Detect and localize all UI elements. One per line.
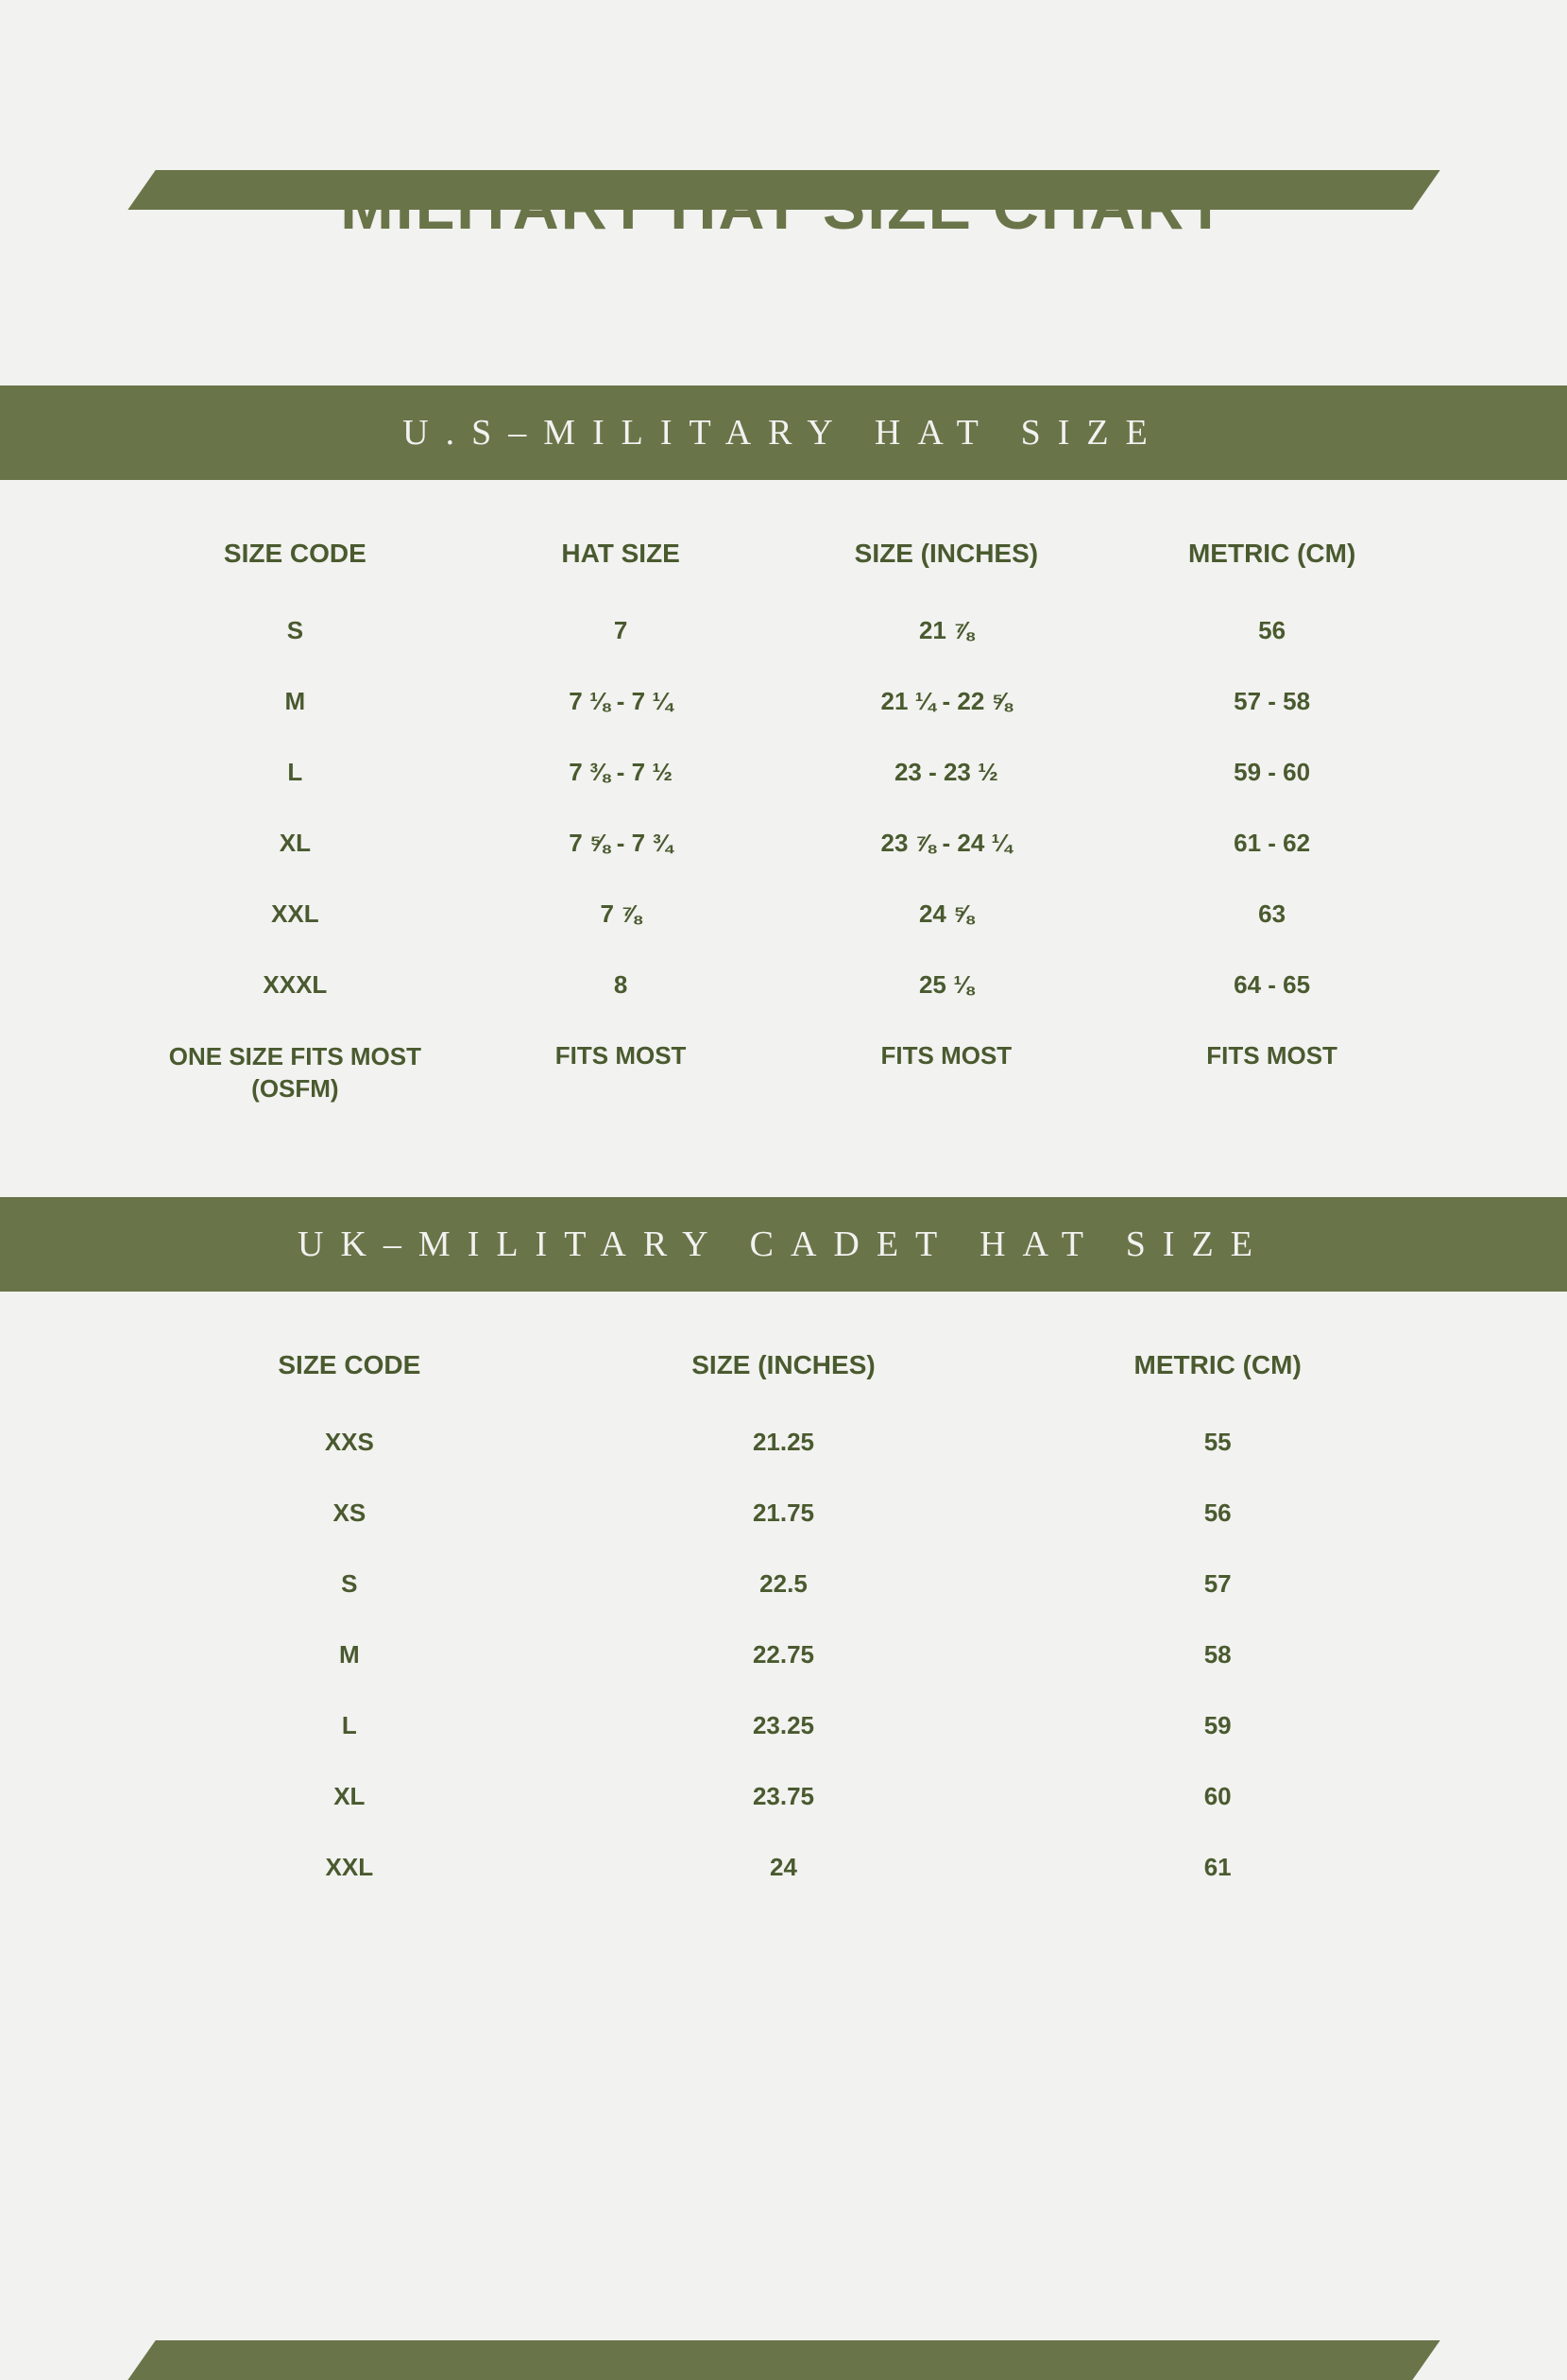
table-row: ONE SIZE FITS MOST (OSFM) FITS MOST FITS…: [132, 1020, 1435, 1126]
cell-inches: 21 ⅞: [784, 595, 1110, 666]
us-col-metric: METRIC (CM): [1109, 518, 1435, 595]
table-row: XXXL 8 25 ⅛ 64 - 65: [132, 950, 1435, 1020]
uk-table-container: SIZE CODE SIZE (INCHES) METRIC (CM) XXS …: [0, 1329, 1567, 1903]
cell-cm: 56: [1109, 595, 1435, 666]
cell-hat: 7 ⅜ - 7 ½: [458, 737, 784, 808]
cell-inches: 23.75: [567, 1761, 1001, 1832]
cell-code: XXXL: [132, 950, 458, 1020]
cell-inches: 24: [567, 1832, 1001, 1903]
cell-inches: FITS MOST: [784, 1020, 1110, 1126]
uk-section-header: UK–MILITARY CADET HAT SIZE: [0, 1197, 1567, 1292]
cell-cm: 61: [1000, 1832, 1435, 1903]
table-row: XL 7 ⅝ - 7 ¾ 23 ⅞ - 24 ¼ 61 - 62: [132, 808, 1435, 879]
cell-code: M: [132, 1619, 567, 1690]
cell-hat: 8: [458, 950, 784, 1020]
cell-cm: 55: [1000, 1407, 1435, 1478]
table-row: L 7 ⅜ - 7 ½ 23 - 23 ½ 59 - 60: [132, 737, 1435, 808]
table-row: XXL 7 ⅞ 24 ⅝ 63: [132, 879, 1435, 950]
cell-code: XL: [132, 1761, 567, 1832]
cell-code: L: [132, 1690, 567, 1761]
cell-cm: 59: [1000, 1690, 1435, 1761]
table-row: M 7 ⅛ - 7 ¼ 21 ¼ - 22 ⅝ 57 - 58: [132, 666, 1435, 737]
cell-inches: 23 ⅞ - 24 ¼: [784, 808, 1110, 879]
cell-cm: 57 - 58: [1109, 666, 1435, 737]
cell-hat: 7: [458, 595, 784, 666]
us-table-header-row: SIZE CODE HAT SIZE SIZE (INCHES) METRIC …: [132, 518, 1435, 595]
top-decorative-banner: [128, 170, 1439, 210]
cell-inches: 21.75: [567, 1478, 1001, 1549]
cell-inches: 22.75: [567, 1619, 1001, 1690]
cell-code: S: [132, 1549, 567, 1619]
cell-code: L: [132, 737, 458, 808]
cell-code: ONE SIZE FITS MOST (OSFM): [132, 1020, 458, 1126]
table-row: S 7 21 ⅞ 56: [132, 595, 1435, 666]
us-col-size-code: SIZE CODE: [132, 518, 458, 595]
cell-inches: 23.25: [567, 1690, 1001, 1761]
cell-hat: FITS MOST: [458, 1020, 784, 1126]
us-section-header: U.S–MILITARY HAT SIZE: [0, 385, 1567, 480]
cell-inches: 22.5: [567, 1549, 1001, 1619]
cell-inches: 21 ¼ - 22 ⅝: [784, 666, 1110, 737]
cell-code: XXS: [132, 1407, 567, 1478]
uk-col-size-code: SIZE CODE: [132, 1329, 567, 1407]
us-col-inches: SIZE (INCHES): [784, 518, 1110, 595]
table-row: XL 23.75 60: [132, 1761, 1435, 1832]
cell-cm: FITS MOST: [1109, 1020, 1435, 1126]
bottom-decorative-banner: [128, 2340, 1439, 2380]
table-row: M 22.75 58: [132, 1619, 1435, 1690]
cell-code: XL: [132, 808, 458, 879]
cell-cm: 58: [1000, 1619, 1435, 1690]
cell-cm: 63: [1109, 879, 1435, 950]
uk-table-header-row: SIZE CODE SIZE (INCHES) METRIC (CM): [132, 1329, 1435, 1407]
cell-code: S: [132, 595, 458, 666]
table-row: L 23.25 59: [132, 1690, 1435, 1761]
uk-col-metric: METRIC (CM): [1000, 1329, 1435, 1407]
cell-code: XXL: [132, 1832, 567, 1903]
cell-inches: 24 ⅝: [784, 879, 1110, 950]
cell-hat: 7 ⅝ - 7 ¾: [458, 808, 784, 879]
cell-cm: 59 - 60: [1109, 737, 1435, 808]
uk-size-table: SIZE CODE SIZE (INCHES) METRIC (CM) XXS …: [132, 1329, 1435, 1903]
us-size-table: SIZE CODE HAT SIZE SIZE (INCHES) METRIC …: [132, 518, 1435, 1126]
table-row: XXL 24 61: [132, 1832, 1435, 1903]
cell-inches: 23 - 23 ½: [784, 737, 1110, 808]
us-col-hat-size: HAT SIZE: [458, 518, 784, 595]
table-row: XXS 21.25 55: [132, 1407, 1435, 1478]
cell-code: XXL: [132, 879, 458, 950]
cell-code: M: [132, 666, 458, 737]
cell-cm: 61 - 62: [1109, 808, 1435, 879]
table-row: XS 21.75 56: [132, 1478, 1435, 1549]
cell-cm: 57: [1000, 1549, 1435, 1619]
cell-hat: 7 ⅛ - 7 ¼: [458, 666, 784, 737]
cell-cm: 60: [1000, 1761, 1435, 1832]
cell-cm: 56: [1000, 1478, 1435, 1549]
uk-col-inches: SIZE (INCHES): [567, 1329, 1001, 1407]
cell-inches: 21.25: [567, 1407, 1001, 1478]
cell-code: XS: [132, 1478, 567, 1549]
us-table-container: SIZE CODE HAT SIZE SIZE (INCHES) METRIC …: [0, 518, 1567, 1126]
cell-inches: 25 ⅛: [784, 950, 1110, 1020]
cell-hat: 7 ⅞: [458, 879, 784, 950]
cell-cm: 64 - 65: [1109, 950, 1435, 1020]
table-row: S 22.5 57: [132, 1549, 1435, 1619]
